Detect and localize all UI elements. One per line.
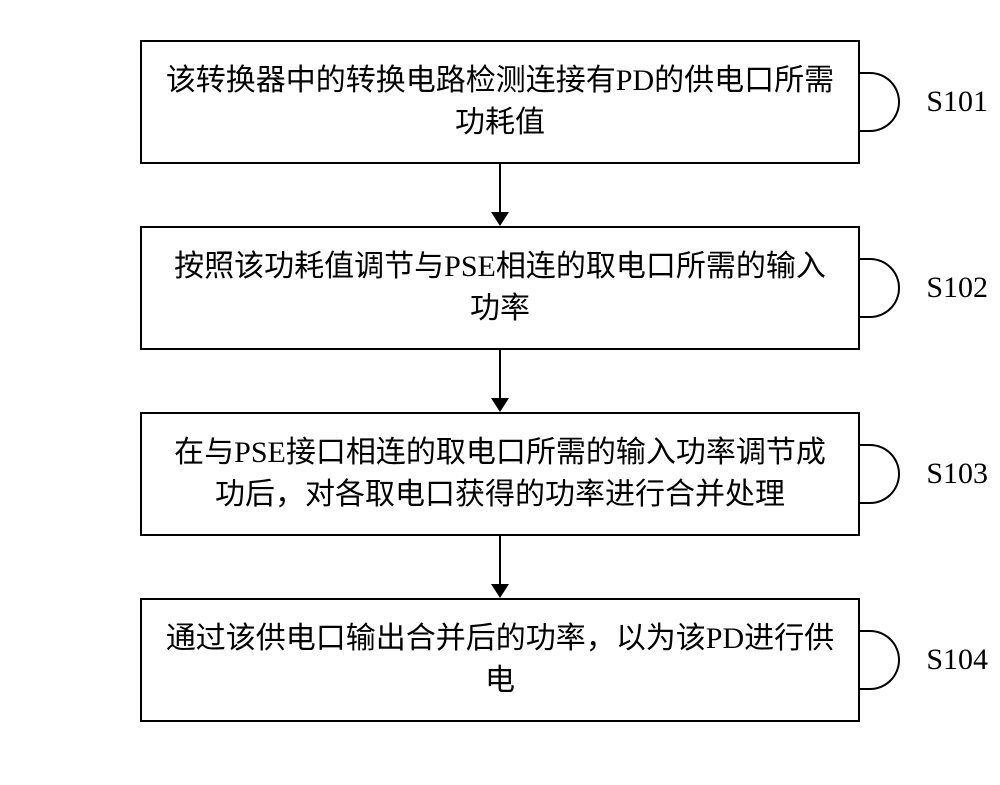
flow-step-2: 按照该功耗值调节与PSE相连的取电口所需的输入功率 S102: [140, 226, 860, 350]
flow-step-text: 按照该功耗值调节与PSE相连的取电口所需的输入功率: [162, 246, 838, 330]
flow-step-label: S102: [926, 267, 988, 309]
flow-step-3: 在与PSE接口相连的取电口所需的输入功率调节成功后，对各取电口获得的功率进行合并…: [140, 412, 860, 536]
flow-arrow: [491, 536, 509, 598]
flow-step-1: 该转换器中的转换电路检测连接有PD的供电口所需功耗值 S101: [140, 40, 860, 164]
flow-step-text: 该转换器中的转换电路检测连接有PD的供电口所需功耗值: [162, 60, 838, 144]
connector-bracket: [858, 288, 900, 348]
connector-bracket: [858, 474, 900, 534]
flow-step-text: 在与PSE接口相连的取电口所需的输入功率调节成功后，对各取电口获得的功率进行合并…: [162, 432, 838, 516]
flow-arrow: [491, 350, 509, 412]
connector-bracket: [858, 660, 900, 720]
flow-arrow: [491, 164, 509, 226]
connector-bracket: [858, 102, 900, 162]
flowchart-container: 该转换器中的转换电路检测连接有PD的供电口所需功耗值 S101 按照该功耗值调节…: [0, 40, 1000, 722]
flow-step-label: S103: [926, 453, 988, 495]
flow-step-4: 通过该供电口输出合并后的功率，以为该PD进行供电 S104: [140, 598, 860, 722]
flow-step-text: 通过该供电口输出合并后的功率，以为该PD进行供电: [162, 618, 838, 702]
flow-step-label: S101: [926, 81, 988, 123]
flow-step-label: S104: [926, 639, 988, 681]
